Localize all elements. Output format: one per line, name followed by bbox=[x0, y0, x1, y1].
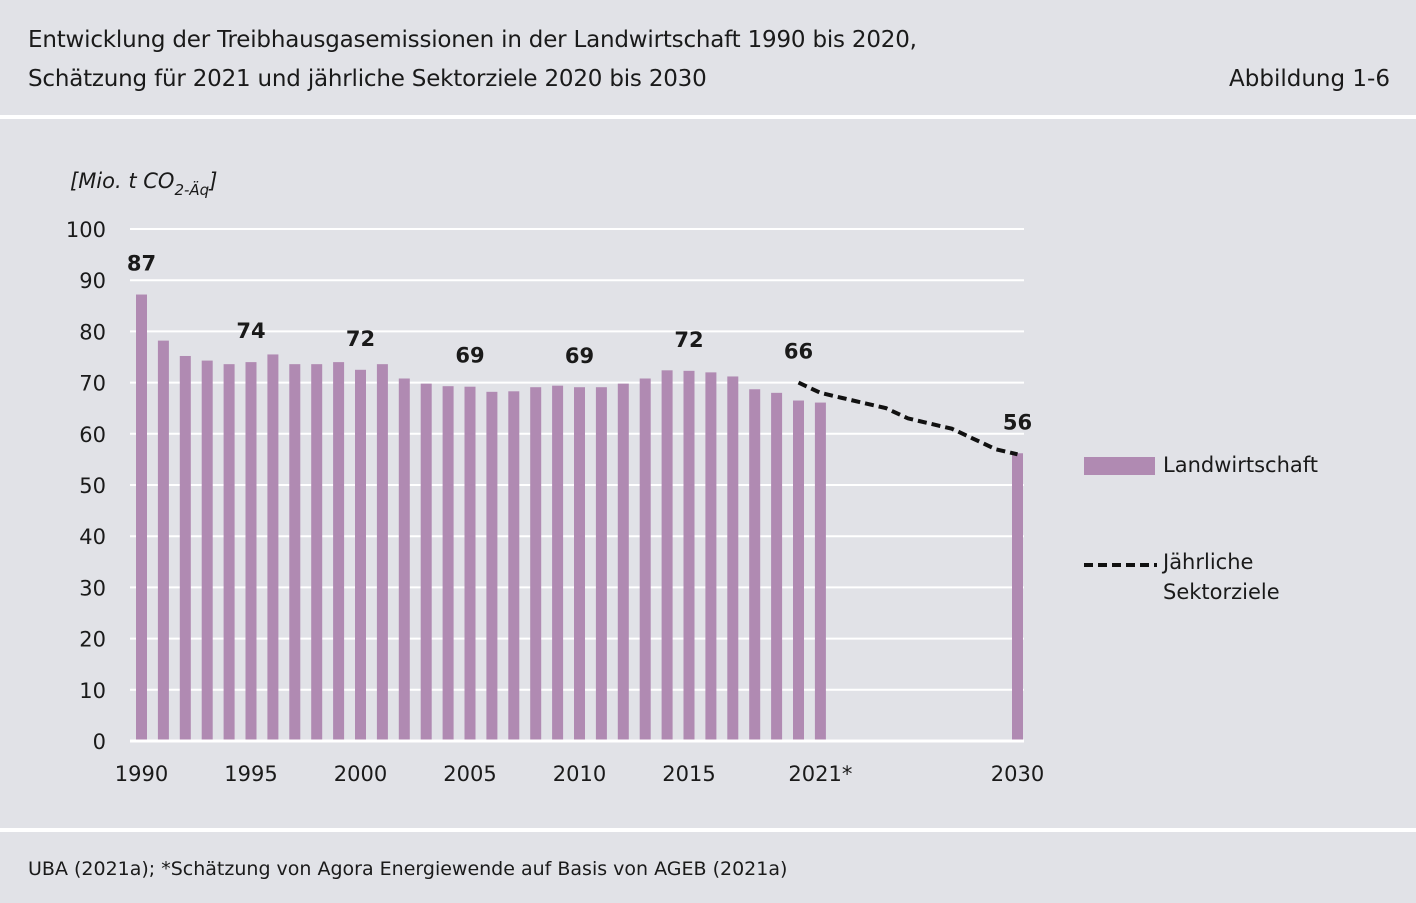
y-tick-label: 10 bbox=[79, 679, 106, 703]
data-labels: 87 74 72 69 69 72 66 56 bbox=[127, 252, 1032, 435]
bar-2015 bbox=[683, 370, 695, 741]
bar-1991 bbox=[157, 340, 169, 741]
bar-2007 bbox=[508, 391, 520, 741]
legend-bar-swatch bbox=[1084, 457, 1155, 475]
bar-1990 bbox=[136, 294, 147, 741]
data-label-2010: 69 bbox=[565, 344, 594, 368]
header-divider bbox=[0, 115, 1416, 119]
data-label-2005: 69 bbox=[455, 344, 484, 368]
y-tick-label: 90 bbox=[79, 269, 106, 293]
bar-2002 bbox=[398, 378, 410, 741]
bar-2014 bbox=[661, 370, 673, 741]
bar-2021 bbox=[814, 402, 826, 741]
bar-1992 bbox=[179, 355, 191, 741]
bar-2005 bbox=[464, 386, 476, 741]
y-tick-label: 100 bbox=[66, 218, 106, 242]
bar-2016 bbox=[705, 372, 717, 741]
data-label-1990: 87 bbox=[127, 252, 156, 276]
bar-2012 bbox=[617, 383, 629, 741]
x-tick-label: 2005 bbox=[443, 762, 496, 786]
x-tick-label: 2030 bbox=[991, 762, 1044, 786]
x-tick-label: 1995 bbox=[224, 762, 277, 786]
y-tick-label: 30 bbox=[79, 576, 106, 600]
bar-2013 bbox=[639, 378, 651, 741]
bars bbox=[136, 294, 1023, 741]
bar-1996 bbox=[267, 354, 279, 741]
x-tick-label: 1990 bbox=[115, 762, 168, 786]
bar-1993 bbox=[201, 360, 213, 741]
legend: Landwirtschaft Jährliche Sektorziele bbox=[1084, 453, 1318, 604]
bar-2019 bbox=[771, 392, 783, 741]
y-tick-label: 0 bbox=[93, 730, 106, 754]
figure-title-line-2: Schätzung für 2021 und jährliche Sektorz… bbox=[28, 66, 707, 92]
x-tick-label: 2015 bbox=[662, 762, 715, 786]
figure-number: Abbildung 1-6 bbox=[1229, 66, 1390, 92]
bar-2009 bbox=[552, 385, 564, 741]
y-tick-label: 40 bbox=[79, 525, 106, 549]
x-tick-label: 2000 bbox=[334, 762, 387, 786]
data-label-2000: 72 bbox=[346, 327, 375, 351]
x-tick-label: 2021* bbox=[788, 762, 852, 786]
bar-1994 bbox=[223, 364, 235, 741]
y-tick-label: 70 bbox=[79, 372, 106, 396]
legend-label-landwirtschaft: Landwirtschaft bbox=[1163, 453, 1318, 477]
bar-1998 bbox=[311, 364, 323, 741]
data-label-2030: 56 bbox=[1003, 410, 1032, 434]
y-tick-label: 80 bbox=[79, 320, 106, 344]
figure-header: Entwicklung der Treibhausgasemissionen i… bbox=[0, 0, 1416, 116]
legend-label-sektorziele-2: Sektorziele bbox=[1163, 580, 1280, 604]
x-tick-label: 2010 bbox=[553, 762, 606, 786]
bar-2020 bbox=[793, 400, 804, 741]
target-line bbox=[797, 380, 1018, 457]
bar-2003 bbox=[420, 383, 432, 741]
legend-label-sektorziele-1: Jährliche bbox=[1161, 550, 1253, 574]
bar-2001 bbox=[376, 364, 388, 741]
figure-title-line-1: Entwicklung der Treibhausgasemissionen i… bbox=[28, 27, 917, 53]
source-note: UBA (2021a); *Schätzung von Agora Energi… bbox=[28, 858, 788, 880]
data-label-2015: 72 bbox=[674, 328, 703, 352]
footer-divider bbox=[0, 828, 1416, 832]
bar-2030 bbox=[1012, 453, 1023, 741]
data-label-1995: 74 bbox=[236, 319, 265, 343]
sektorziele-dashed-line bbox=[797, 380, 1018, 457]
bar-2010 bbox=[574, 387, 585, 741]
bar-2000 bbox=[355, 369, 366, 741]
y-tick-label: 20 bbox=[79, 628, 106, 652]
bar-2006 bbox=[486, 391, 498, 741]
bar-1997 bbox=[289, 364, 301, 741]
y-axis-unit-label: [Mio. t CO2-Äq] bbox=[70, 169, 217, 199]
bar-2004 bbox=[442, 386, 454, 741]
bar-1999 bbox=[333, 362, 345, 741]
bar-2011 bbox=[595, 387, 607, 741]
bar-2017 bbox=[727, 376, 739, 741]
y-tick-label: 60 bbox=[79, 423, 106, 447]
bar-1995 bbox=[245, 362, 257, 741]
bar-2018 bbox=[749, 389, 761, 741]
data-label-2020: 66 bbox=[784, 340, 813, 364]
bar-2008 bbox=[530, 387, 542, 741]
y-tick-label: 50 bbox=[79, 474, 106, 498]
